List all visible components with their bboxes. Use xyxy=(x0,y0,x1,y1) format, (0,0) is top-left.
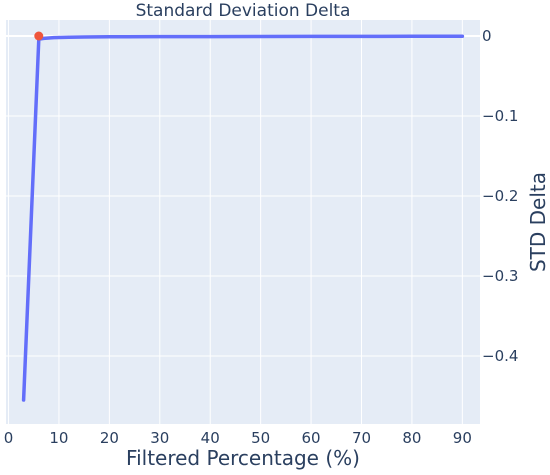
x-tick-label: 80 xyxy=(402,429,421,447)
x-tick-label: 20 xyxy=(100,429,119,447)
highlight-point xyxy=(34,31,44,41)
x-tick-label: 90 xyxy=(453,429,472,447)
x-tick-label: 0 xyxy=(4,429,14,447)
x-tick-label: 30 xyxy=(150,429,169,447)
x-tick-label: 70 xyxy=(352,429,371,447)
series-line xyxy=(21,34,465,402)
x-tick-label: 60 xyxy=(302,429,321,447)
x-tick-labels: 0 10 20 30 40 50 60 70 80 90 xyxy=(4,429,472,447)
x-tick-label: 10 xyxy=(49,429,68,447)
y-tick-label: −0.2 xyxy=(482,187,518,205)
plot-background xyxy=(6,20,480,424)
x-axis-title: Filtered Percentage (%) xyxy=(126,446,360,470)
x-tick-label: 40 xyxy=(201,429,220,447)
y-tick-labels: 0 −0.1 −0.2 −0.3 −0.4 xyxy=(482,27,518,365)
y-tick-label: −0.1 xyxy=(482,107,518,125)
y-tick-label: 0 xyxy=(482,27,492,45)
y-axis-title: STD Delta xyxy=(526,172,550,272)
y-tick-label: −0.4 xyxy=(482,347,518,365)
x-tick-label: 50 xyxy=(251,429,270,447)
y-tick-label: −0.3 xyxy=(482,267,518,285)
x-gridlines xyxy=(8,20,463,424)
chart-title: Standard Deviation Delta xyxy=(136,1,351,21)
